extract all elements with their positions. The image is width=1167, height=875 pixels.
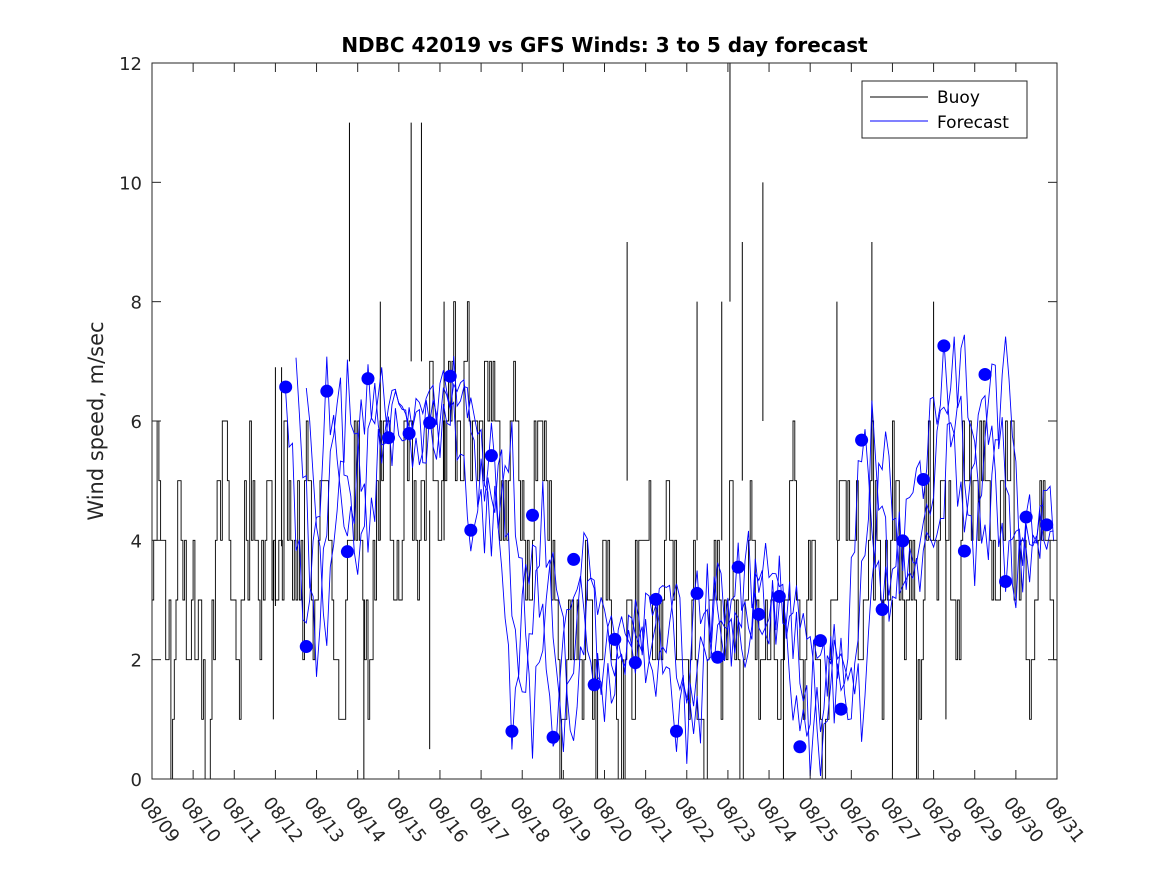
forecast-point-8 (443, 369, 457, 383)
y-axis-label: Wind speed, m/sec (84, 321, 108, 520)
y-tick-label-3: 6 (131, 412, 142, 433)
forecast-point-11 (505, 724, 519, 738)
forecast-point-26 (813, 634, 827, 648)
forecast-point-12 (526, 508, 540, 522)
forecast-point-14 (567, 552, 581, 566)
forecast-point-9 (464, 523, 478, 537)
forecast-point-15 (587, 678, 601, 692)
forecast-point-20 (690, 586, 704, 600)
forecast-point-13 (546, 730, 560, 744)
forecast-point-37 (1040, 518, 1054, 532)
forecast-point-3 (340, 545, 354, 559)
forecast-point-23 (752, 607, 766, 621)
forecast-point-31 (916, 472, 930, 486)
forecast-point-29 (875, 603, 889, 617)
forecast-point-17 (628, 656, 642, 670)
forecast-point-18 (649, 592, 663, 606)
buoy-series (152, 63, 1057, 780)
forecast-point-22 (731, 560, 745, 574)
y-tick-label-2: 4 (131, 531, 142, 552)
forecast-point-5 (382, 431, 396, 445)
chart-title: NDBC 42019 vs GFS Winds: 3 to 5 day fore… (341, 33, 868, 57)
forecast-point-19 (669, 724, 683, 738)
forecast-point-4 (361, 372, 375, 386)
y-tick-label-5: 10 (119, 173, 142, 194)
forecast-point-33 (957, 544, 971, 558)
forecast-point-24 (772, 589, 786, 603)
buoy-line (152, 301, 1057, 780)
forecast-point-34 (978, 367, 992, 381)
forecast-point-0 (279, 380, 293, 394)
forecast-point-25 (793, 740, 807, 754)
legend-forecast-label: Forecast (937, 113, 1009, 133)
forecast-line-1 (285, 339, 1044, 752)
forecast-point-36 (1019, 510, 1033, 524)
forecast-point-35 (999, 575, 1013, 589)
forecast-point-6 (402, 427, 416, 441)
forecast-point-21 (711, 650, 725, 664)
legend: Buoy Forecast (861, 80, 1028, 139)
y-tick-label-6: 12 (119, 54, 142, 75)
forecast-point-2 (320, 384, 334, 398)
forecast-point-27 (834, 702, 848, 716)
forecast-points (279, 339, 1054, 754)
forecast-point-28 (855, 433, 869, 447)
forecast-point-32 (937, 339, 951, 353)
legend-buoy-label: Buoy (937, 88, 980, 108)
forecast-point-7 (423, 416, 437, 430)
forecast-point-16 (608, 632, 622, 646)
forecast-point-1 (299, 640, 313, 654)
y-tick-label-1: 2 (131, 651, 142, 672)
legend-box (861, 80, 1028, 139)
y-tick-label-0: 0 (131, 770, 142, 791)
forecast-point-30 (896, 534, 910, 548)
y-tick-label-4: 8 (131, 293, 142, 314)
forecast-point-10 (484, 449, 498, 463)
